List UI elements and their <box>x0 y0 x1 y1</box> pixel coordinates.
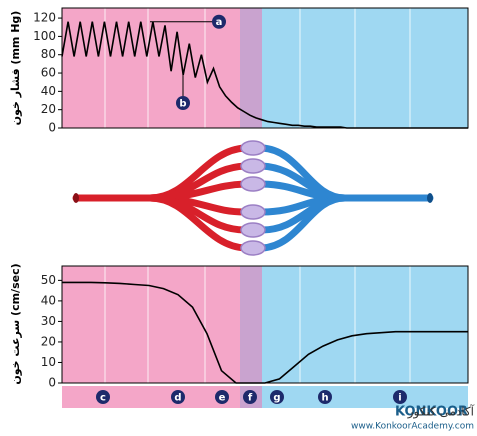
logo-url: www.KonkoorAcademy.com <box>351 422 474 432</box>
badge: b <box>176 96 190 110</box>
badge: a <box>212 15 226 29</box>
badge-label: a <box>216 17 223 28</box>
capillary-zone <box>240 266 262 383</box>
y-tick-label: 30 <box>41 314 56 328</box>
region-strip <box>62 386 240 408</box>
badge-label: i <box>398 393 401 404</box>
badge: g <box>270 390 284 404</box>
badge: c <box>96 390 110 404</box>
y-axis-title: فشار خون (mm Hg) <box>9 11 22 126</box>
y-tick-label: 10 <box>41 355 56 369</box>
badge-label: h <box>321 393 328 404</box>
badge-label: b <box>179 99 186 110</box>
badge-label: e <box>219 393 226 404</box>
badge: e <box>215 390 229 404</box>
y-tick-label: 60 <box>41 66 56 80</box>
y-tick-label: 50 <box>41 273 56 287</box>
y-tick-label: 20 <box>41 334 56 348</box>
y-tick-label: 40 <box>41 84 56 98</box>
badge: h <box>318 390 332 404</box>
y-axis-title: سرعت خون (cm/sec) <box>9 263 22 384</box>
arterial-zone <box>62 266 240 383</box>
badge-label: f <box>248 393 253 404</box>
y-tick-label: 80 <box>41 47 56 61</box>
y-tick-label: 120 <box>33 11 56 25</box>
badge-label: g <box>273 393 280 404</box>
venous-zone <box>262 266 468 383</box>
vessel-network <box>73 141 433 255</box>
y-tick-label: 100 <box>33 29 56 43</box>
venous-zone <box>262 8 468 128</box>
logo-name: آکادمی کنکور <box>407 404 475 420</box>
y-tick-label: 40 <box>41 293 56 307</box>
badge-label: c <box>100 393 106 404</box>
y-tick-label: 0 <box>48 376 56 390</box>
badge-label: d <box>174 393 181 404</box>
badge: f <box>243 390 257 404</box>
badge: d <box>171 390 185 404</box>
y-tick-label: 0 <box>48 121 56 135</box>
badge: i <box>393 390 407 404</box>
y-tick-label: 20 <box>41 102 56 116</box>
figure: فشار خون (mm Hg) سرعت خون (cm/sec) KONKO… <box>0 0 477 432</box>
capillary-zone <box>240 8 262 128</box>
